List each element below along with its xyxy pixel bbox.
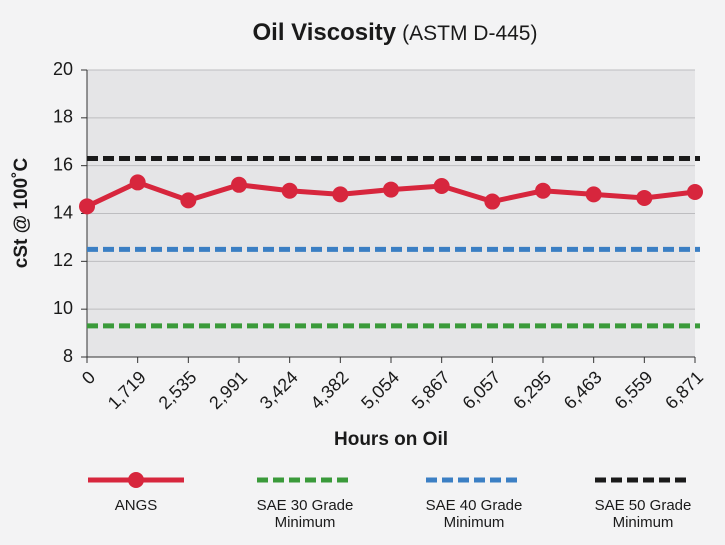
data-point (79, 198, 95, 215)
x-tick-label: 5,054 (357, 367, 403, 413)
y-axis-label: cSt @ 100˚C (11, 158, 32, 269)
legend-marker (128, 472, 144, 488)
data-point (332, 186, 349, 203)
x-tick-label: 6,295 (509, 367, 555, 413)
data-point (129, 174, 146, 191)
data-point (383, 181, 399, 198)
legend-label: SAE 40 Grade Minimum (425, 497, 523, 531)
legend-label: ANGS (114, 497, 158, 514)
legend-label: SAE 50 Grade Minimum (594, 497, 692, 531)
data-point (585, 186, 602, 203)
y-tick-label: 14 (53, 202, 73, 222)
data-point (281, 182, 298, 199)
data-point (687, 183, 703, 200)
data-point (180, 192, 197, 209)
y-tick-label: 8 (63, 346, 73, 366)
y-tick-label: 20 (53, 59, 73, 79)
y-tick-label: 16 (53, 154, 73, 174)
title: Oil Viscosity (253, 19, 397, 46)
data-point (433, 177, 450, 194)
y-tick-label: 18 (53, 107, 73, 127)
data-point (535, 182, 551, 199)
x-tick-label: 6,463 (560, 367, 606, 413)
legend-label: SAE 30 Grade Minimum (256, 497, 354, 531)
chart-title: Oil Viscosity (ASTM D-445) (253, 19, 538, 46)
y-tick-label: 12 (53, 250, 73, 270)
x-tick-label: 6,559 (611, 367, 657, 413)
subtitle: (ASTM D-445) (402, 22, 537, 45)
data-point (636, 189, 653, 206)
x-tick-label: 2,991 (205, 367, 251, 413)
data-point (231, 176, 247, 193)
x-tick-label: 0 (78, 367, 99, 388)
x-axis-label: Hours on Oil (334, 429, 448, 450)
x-tick-label: 5,867 (408, 367, 454, 413)
x-tick-label: 3,424 (256, 367, 302, 413)
x-tick-label: 4,382 (307, 367, 353, 413)
x-tick-label: 6,057 (459, 367, 505, 413)
x-tick-label: 2,535 (155, 367, 201, 413)
x-tick-label: 1,719 (104, 367, 150, 413)
x-tick-label: 6,871 (661, 367, 707, 413)
data-point (484, 193, 501, 210)
y-tick-label: 10 (53, 298, 73, 318)
